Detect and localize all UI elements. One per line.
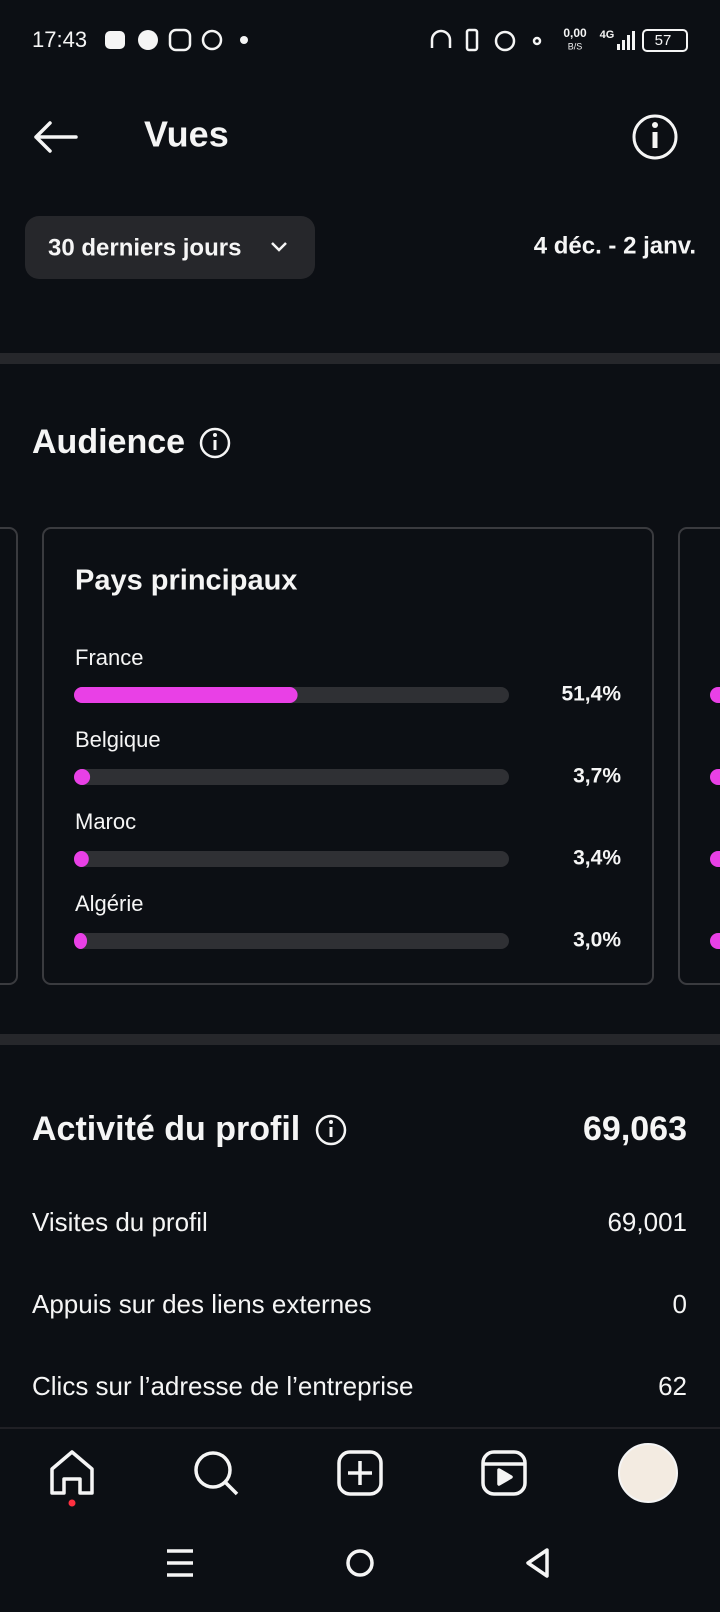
info-icon[interactable] bbox=[315, 1114, 347, 1146]
sys-back[interactable] bbox=[526, 1548, 549, 1578]
bar bbox=[74, 687, 298, 703]
activity-label: Visites du profil bbox=[32, 1207, 208, 1237]
country-label: France bbox=[75, 645, 143, 670]
nav-reels[interactable] bbox=[481, 1450, 527, 1496]
section-title: Audience bbox=[32, 423, 185, 461]
country-label: Algérie bbox=[75, 891, 143, 916]
info-icon[interactable] bbox=[199, 427, 231, 459]
bar bbox=[74, 933, 88, 949]
activity-label: Clics sur l’adresse de l’entreprise bbox=[32, 1371, 413, 1401]
status-time: 17:43 bbox=[32, 27, 87, 52]
country-value: 3,0% bbox=[573, 929, 621, 952]
activity-value: 0 bbox=[673, 1289, 687, 1319]
activity-label: Appuis sur des liens externes bbox=[32, 1289, 372, 1319]
nav-search[interactable] bbox=[194, 1451, 239, 1496]
nav-home[interactable] bbox=[50, 1450, 94, 1495]
card-title: Pays principaux bbox=[75, 565, 297, 597]
battery-level: 57 bbox=[655, 32, 672, 49]
country-rows: France 51,4% Belgique 3,7% Maroc 3,4% Algérie 3… bbox=[74, 645, 621, 952]
country-card bbox=[42, 527, 654, 985]
country-value: 51,4% bbox=[561, 683, 621, 706]
bar bbox=[74, 851, 89, 867]
date-range: 4 déc. - 2 janv. bbox=[534, 232, 696, 259]
status-net-unit: B/S bbox=[568, 41, 583, 51]
status-system-icons bbox=[430, 28, 542, 52]
nav-profile[interactable] bbox=[618, 1443, 678, 1503]
bottom-area bbox=[0, 1428, 720, 1612]
signal bbox=[617, 31, 635, 50]
activity-value: 69,001 bbox=[607, 1207, 687, 1237]
page-title: Vues bbox=[144, 114, 229, 155]
sys-home[interactable] bbox=[346, 1549, 374, 1577]
activity-total: 69,063 bbox=[583, 1110, 687, 1148]
country-value: 3,4% bbox=[573, 847, 621, 870]
section-title: Activité du profil bbox=[32, 1110, 300, 1148]
status-app-icons bbox=[105, 28, 248, 52]
status-network: 4G bbox=[600, 29, 615, 41]
range-label: 30 derniers jours bbox=[48, 234, 241, 261]
activity-rows: Visites du profil 69,001 Appuis sur des li… bbox=[32, 1207, 687, 1401]
bar-track bbox=[74, 769, 509, 785]
separator bbox=[0, 1034, 720, 1045]
nav-create[interactable] bbox=[337, 1450, 383, 1496]
dropdown-chevron bbox=[271, 242, 287, 252]
country-value: 3,7% bbox=[573, 765, 621, 788]
sys-menu[interactable] bbox=[167, 1549, 193, 1577]
separator bbox=[0, 353, 720, 364]
country-label: Maroc bbox=[75, 809, 136, 834]
bar bbox=[74, 769, 91, 785]
bar-track bbox=[74, 933, 509, 949]
notification-dot bbox=[68, 1499, 76, 1507]
bar-track bbox=[74, 851, 509, 867]
range-dropdown[interactable] bbox=[25, 216, 315, 279]
country-label: Belgique bbox=[75, 727, 161, 752]
card-prev[interactable] bbox=[0, 527, 18, 985]
card-next-bars bbox=[710, 687, 720, 949]
back-button[interactable] bbox=[34, 121, 78, 153]
battery bbox=[642, 29, 688, 52]
activity-value: 62 bbox=[658, 1371, 687, 1401]
status-net-speed: 0,00 bbox=[563, 26, 587, 40]
info-button[interactable] bbox=[632, 114, 678, 160]
card-next[interactable] bbox=[678, 527, 720, 985]
